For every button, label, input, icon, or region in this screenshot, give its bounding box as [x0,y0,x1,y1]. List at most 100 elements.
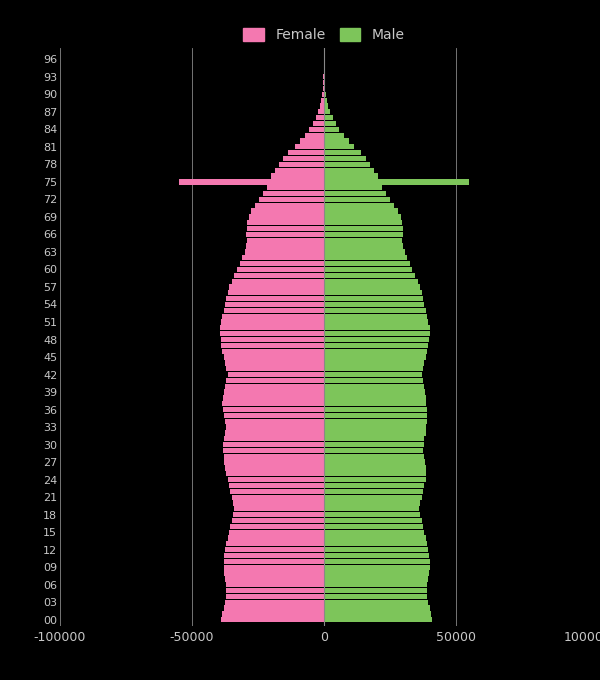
Bar [324,483,424,488]
Bar [223,611,324,617]
Bar [324,541,427,547]
Bar [224,571,324,576]
Bar [223,349,324,354]
Bar [224,559,324,564]
Bar [295,144,324,150]
Bar [226,296,324,301]
Bar [324,564,430,570]
Bar [324,74,325,80]
Bar [324,594,427,599]
Bar [223,442,324,447]
Bar [324,489,423,494]
Bar [279,162,324,167]
Bar [324,605,430,611]
Bar [259,197,324,202]
Bar [226,588,324,593]
Bar [267,185,324,190]
Bar [324,343,428,348]
Bar [324,588,427,593]
Bar [224,460,324,464]
Bar [221,343,324,348]
Bar [324,162,370,167]
Bar [324,424,427,430]
Bar [324,180,469,184]
Bar [225,465,324,471]
Bar [324,401,427,407]
Bar [275,167,324,173]
Bar [234,506,324,511]
Bar [305,133,324,138]
Bar [247,237,324,243]
Bar [324,290,422,295]
Bar [179,180,324,184]
Bar [247,226,324,231]
Bar [223,448,324,453]
Bar [246,232,324,237]
Bar [324,214,401,220]
Bar [263,191,324,197]
Bar [324,144,355,150]
Bar [225,547,324,552]
Bar [224,354,324,360]
Bar [225,430,324,436]
Bar [226,366,324,371]
Bar [324,250,404,254]
Bar [324,366,423,371]
Bar [324,571,429,576]
Bar [324,372,422,377]
Bar [245,250,324,254]
Bar [226,378,324,383]
Bar [324,232,403,237]
Bar [224,413,324,418]
Bar [229,483,324,488]
Bar [233,500,324,506]
Bar [324,547,428,552]
Bar [230,489,324,494]
Bar [324,237,402,243]
Bar [324,226,403,231]
Bar [324,465,426,471]
Bar [324,284,421,290]
Bar [227,290,324,295]
Bar [324,80,325,85]
Bar [324,442,424,447]
Bar [320,103,324,109]
Bar [324,261,410,267]
Bar [324,360,424,366]
Bar [271,173,324,179]
Bar [224,605,324,611]
Bar [324,320,428,324]
Bar [227,477,324,482]
Bar [324,133,344,138]
Bar [324,518,422,523]
Bar [324,191,386,197]
Bar [324,559,430,564]
Bar [221,617,324,622]
Bar [324,512,421,517]
Bar [318,109,324,114]
Bar [249,214,324,220]
Bar [324,384,424,389]
Bar [227,372,324,377]
Bar [224,564,324,570]
Bar [234,273,324,278]
Bar [239,261,324,267]
Bar [283,156,324,161]
Bar [324,209,398,214]
Bar [324,109,331,114]
Bar [232,518,324,523]
Bar [221,320,324,324]
Bar [225,419,324,424]
Bar [324,220,402,225]
Bar [227,535,324,541]
Bar [324,582,427,588]
Bar [237,267,324,272]
Bar [233,512,324,517]
Bar [324,430,425,436]
Bar [324,378,423,383]
Bar [324,307,425,313]
Bar [324,419,427,424]
Bar [324,617,432,622]
Bar [289,150,324,155]
Bar [324,150,361,155]
